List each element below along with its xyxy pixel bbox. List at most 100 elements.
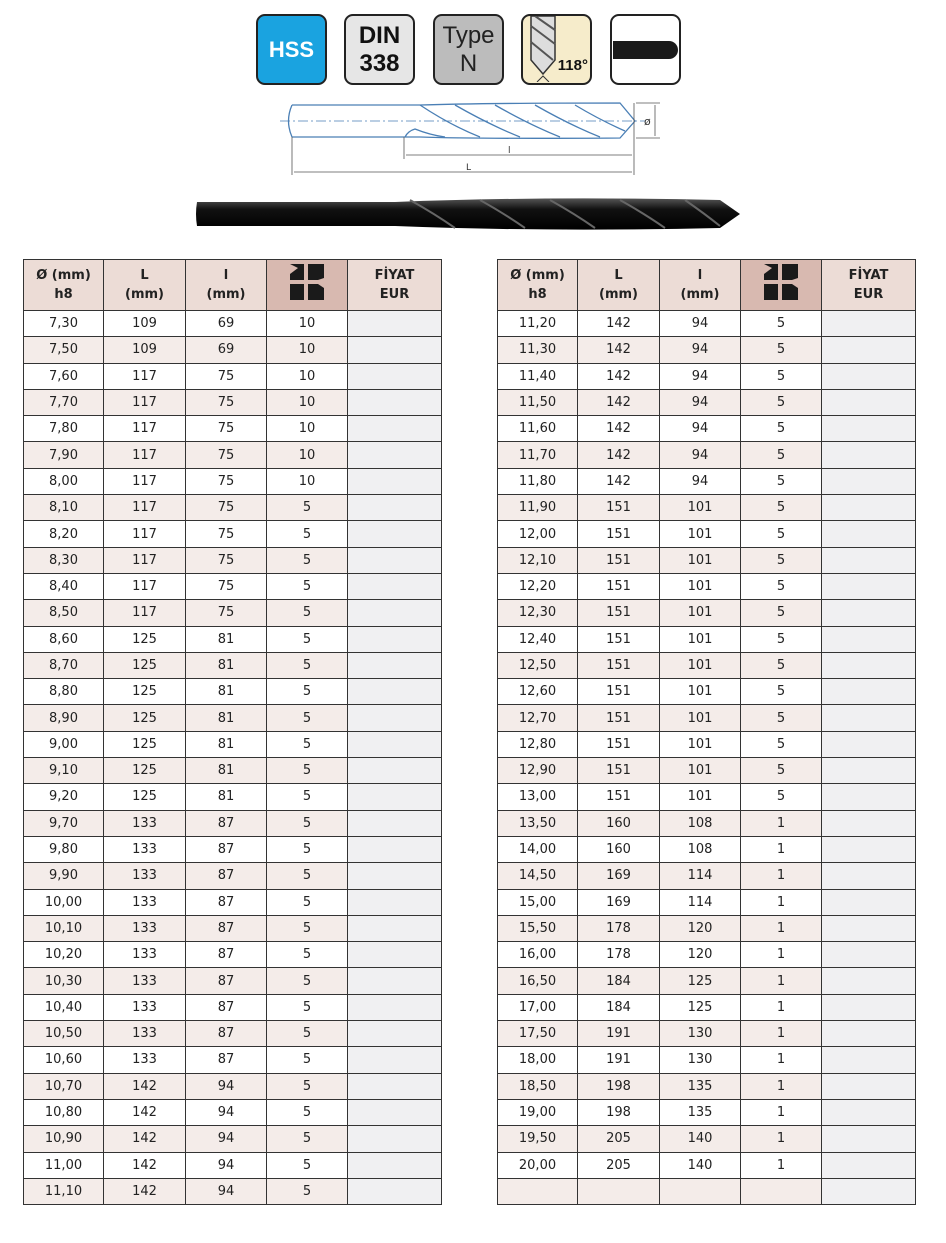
cell-pack-quantity: 5 bbox=[266, 704, 348, 732]
cell-diameter: 10,80 bbox=[23, 1098, 104, 1127]
table-row: 7,30 109 69 10 bbox=[23, 309, 442, 338]
cell-pack-quantity: 5 bbox=[740, 599, 822, 627]
header-text: FİYAT bbox=[374, 268, 415, 283]
cell-total-length: 142 bbox=[577, 388, 660, 417]
header-text: EUR bbox=[379, 287, 410, 302]
cell-pack-quantity: 5 bbox=[740, 494, 822, 522]
cell-total-length: 151 bbox=[577, 651, 660, 680]
cell-price bbox=[347, 941, 442, 969]
table-row: 8,30 117 75 5 bbox=[23, 546, 442, 574]
cell-flute-length: 140 bbox=[659, 1151, 741, 1179]
cell-price bbox=[821, 888, 916, 916]
cell-total-length: 205 bbox=[577, 1125, 660, 1153]
cell-total-length: 151 bbox=[577, 757, 660, 785]
cell-pack-quantity: 5 bbox=[266, 835, 348, 864]
cell-pack-quantity: 10 bbox=[266, 362, 348, 390]
table-row: 11,30 142 94 5 bbox=[497, 336, 916, 364]
cell-total-length: 142 bbox=[577, 441, 660, 469]
cell-price bbox=[821, 1046, 916, 1074]
table-row: 8,20 117 75 5 bbox=[23, 520, 442, 548]
type-value: N bbox=[459, 49, 478, 77]
cell-diameter: 12,40 bbox=[497, 625, 578, 653]
technical-drawing: l L ø bbox=[280, 102, 660, 175]
cell-flute-length: 125 bbox=[659, 967, 741, 995]
cell-pack-quantity: 10 bbox=[266, 415, 348, 443]
table-row: 10,90 142 94 5 bbox=[23, 1125, 442, 1153]
din-badge: DIN 338 bbox=[344, 14, 415, 85]
cell-pack-quantity: 5 bbox=[740, 757, 822, 785]
cell-total-length: 142 bbox=[577, 309, 660, 338]
table-row: 9,70 133 87 5 bbox=[23, 809, 442, 837]
cell-diameter: 18,50 bbox=[497, 1072, 578, 1100]
cell-price bbox=[347, 757, 442, 785]
cell-pack-quantity: 5 bbox=[266, 1072, 348, 1100]
cell-price bbox=[347, 388, 442, 417]
cell-pack-quantity: 5 bbox=[266, 783, 348, 811]
table-row: 7,60 117 75 10 bbox=[23, 362, 442, 390]
cell-diameter: 10,10 bbox=[23, 914, 104, 943]
cell-total-length: 125 bbox=[103, 625, 186, 653]
cell-total-length: 142 bbox=[577, 362, 660, 390]
header-diameter: Ø (mm) h8 bbox=[23, 259, 104, 311]
cell-diameter: 7,60 bbox=[23, 362, 104, 390]
header-text: h8 bbox=[54, 287, 73, 302]
cell-price bbox=[821, 678, 916, 706]
cell-flute-length: 81 bbox=[185, 651, 267, 680]
cell-diameter: 18,00 bbox=[497, 1046, 578, 1074]
cell-flute-length: 81 bbox=[185, 783, 267, 811]
cell-price bbox=[821, 494, 916, 522]
table-row: 14,00 160 108 1 bbox=[497, 835, 916, 864]
cell-price bbox=[821, 309, 916, 338]
cell-pack-quantity: 5 bbox=[266, 993, 348, 1022]
table-row: 12,30 151 101 5 bbox=[497, 599, 916, 627]
drill-tip-icon bbox=[530, 16, 556, 82]
cell-diameter: 8,90 bbox=[23, 704, 104, 732]
cell-pack-quantity: 1 bbox=[740, 862, 822, 890]
cell-pack-quantity: 5 bbox=[266, 651, 348, 680]
cell-diameter: 12,30 bbox=[497, 599, 578, 627]
total-length-label: L bbox=[466, 163, 471, 173]
cell-total-length: 142 bbox=[577, 415, 660, 443]
cell-total-length bbox=[577, 1177, 660, 1206]
cell-diameter: 8,20 bbox=[23, 520, 104, 548]
cell-flute-length: 101 bbox=[659, 625, 741, 653]
cell-diameter: 12,90 bbox=[497, 757, 578, 785]
cell-total-length: 178 bbox=[577, 941, 660, 969]
header-text: (mm) bbox=[206, 287, 246, 302]
cell-diameter: 16,50 bbox=[497, 967, 578, 995]
cell-total-length: 151 bbox=[577, 783, 660, 811]
cell-flute-length: 81 bbox=[185, 730, 267, 759]
table-row: 11,10 142 94 5 bbox=[23, 1177, 442, 1206]
table-row: 10,60 133 87 5 bbox=[23, 1046, 442, 1074]
table-row: 10,30 133 87 5 bbox=[23, 967, 442, 995]
cell-flute-length: 94 bbox=[185, 1151, 267, 1179]
cell-total-length: 133 bbox=[103, 993, 186, 1022]
cell-flute-length: 69 bbox=[185, 336, 267, 364]
cell-diameter: 12,60 bbox=[497, 678, 578, 706]
table-row: 11,80 142 94 5 bbox=[497, 467, 916, 496]
cell-pack-quantity: 1 bbox=[740, 1072, 822, 1100]
cell-diameter: 7,70 bbox=[23, 388, 104, 417]
cell-diameter: 15,50 bbox=[497, 914, 578, 943]
cell-flute-length: 125 bbox=[659, 993, 741, 1022]
cell-price bbox=[821, 941, 916, 969]
cell-flute-length: 87 bbox=[185, 941, 267, 969]
cell-diameter: 20,00 bbox=[497, 1151, 578, 1179]
cell-diameter: 10,40 bbox=[23, 993, 104, 1022]
table-row: 14,50 169 114 1 bbox=[497, 862, 916, 890]
cell-flute-length: 69 bbox=[185, 309, 267, 338]
cell-price bbox=[347, 1020, 442, 1048]
header-flute-length: l (mm) bbox=[185, 259, 267, 311]
pack-quantity-icon bbox=[764, 264, 798, 300]
cell-total-length: 160 bbox=[577, 809, 660, 837]
cell-diameter: 19,50 bbox=[497, 1125, 578, 1153]
pack-quantity-icon bbox=[290, 264, 324, 300]
cell-price bbox=[821, 467, 916, 496]
header-row: Ø (mm) h8 L (mm) l (mm) FİYAT EUR bbox=[497, 259, 916, 311]
table-row: 9,10 125 81 5 bbox=[23, 757, 442, 785]
table-row: 11,00 142 94 5 bbox=[23, 1151, 442, 1179]
cell-total-length: 160 bbox=[577, 835, 660, 864]
cell-pack-quantity: 1 bbox=[740, 1046, 822, 1074]
table-row: 12,60 151 101 5 bbox=[497, 678, 916, 706]
cell-pack-quantity: 5 bbox=[740, 651, 822, 680]
